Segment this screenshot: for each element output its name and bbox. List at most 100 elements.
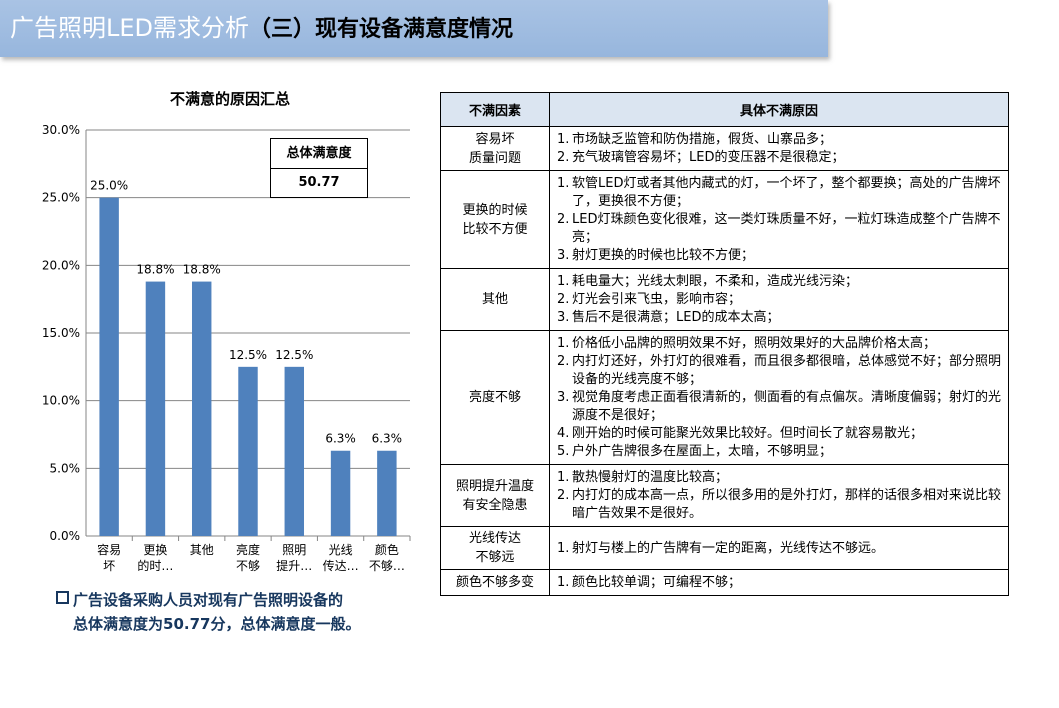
- page-title-main: 广告照明LED需求分析: [10, 14, 250, 42]
- x-tick-label: 颜色: [375, 542, 399, 557]
- detail-cell: 1. 散热慢射灯的温度比较高； 2. 内打灯的成本高一点，所以很多用的是外打灯，那样的…: [549, 464, 1009, 527]
- list-number: 2.: [557, 354, 570, 369]
- reasons-table: 不满因素 具体不满原因 容易坏 质量问题 1. 市场缺乏监管和防伪措施，假货、山寨品多…: [440, 92, 1009, 596]
- bar: [99, 197, 119, 536]
- detail-cell: 1. 价格低小品牌的照明效果不好，照明效果好的大品牌价格太高； 2. 内打灯还好，外打…: [549, 330, 1009, 465]
- list-item: 2. 内打灯还好，外打灯的很难看，而且很多都很暗，总体感觉不好；部分照明设备的光线…: [557, 353, 1004, 389]
- list-text: LED灯珠颜色变化很难，这一类灯珠质量不好，一粒灯珠造成整个广告牌不亮；: [572, 212, 1001, 245]
- list-text: 视觉角度考虑正面看很清新的，侧面看的有点偏灰。清晰度偏弱；射灯的光源度不是很好；: [572, 390, 1002, 423]
- list-item: 1. 散热慢射灯的温度比较高；: [557, 469, 1004, 487]
- list-number: 5.: [557, 444, 570, 459]
- conclusion-text: 广告设备采购人员对现有广告照明设备的 总体满意度为50.77分，总体满意度一般。: [56, 588, 416, 636]
- conclusion-line-2: 总体满意度为50.77分，总体满意度一般。: [73, 615, 361, 633]
- x-tick-label: 更换: [143, 543, 167, 557]
- table-row: 亮度不够 1. 价格低小品牌的照明效果不好，照明效果好的大品牌价格太高； 2. 内打灯还…: [440, 330, 1009, 465]
- table-row: 颜色不够多变 1. 颜色比较单调；可编程不够；: [440, 569, 1009, 596]
- detail-cell: 1. 射灯与楼上的广告牌有一定的距离，光线传达不够远。: [549, 526, 1009, 570]
- y-tick-label: 5.0%: [50, 461, 81, 475]
- chart-title: 不满意的原因汇总: [169, 90, 290, 108]
- list-number: 1.: [557, 336, 570, 351]
- list-text: 颜色比较单调；可编程不够；: [572, 575, 742, 590]
- header-cause: 不满因素: [440, 92, 550, 127]
- list-number: 1.: [557, 575, 570, 590]
- list-item: 1. 价格低小品牌的照明效果不好，照明效果好的大品牌价格太高；: [557, 335, 1004, 353]
- list-number: 3.: [557, 310, 570, 325]
- cause-cell: 照明提升温度 有安全隐患: [440, 464, 550, 527]
- list-text: 射灯更换的时候也比较不方便；: [572, 248, 755, 263]
- list-item: 1. 耗电量大；光线太刺眼，不柔和，造成光线污染；: [557, 273, 1004, 291]
- cause-text: 光线传达: [468, 531, 521, 546]
- x-tick-label: 提升…: [276, 558, 312, 573]
- list-item: 3. 售后不是很满意；LED的成本太高；: [557, 309, 1004, 327]
- list-item: 2. LED灯珠颜色变化很难，这一类灯珠质量不好，一粒灯珠造成整个广告牌不亮；: [557, 211, 1004, 247]
- cause-text: 颜色不够多变: [455, 575, 534, 590]
- list-text: 市场缺乏监管和防伪措施，假货、山寨品多；: [572, 132, 833, 147]
- x-tick-label: 其他: [190, 543, 214, 557]
- list-number: 3.: [557, 390, 570, 405]
- list-item: 2. 充气玻璃管容易坏；LED的变压器不是很稳定；: [557, 149, 1004, 167]
- list-text: 内打灯的成本高一点，所以很多用的是外打灯，那样的话很多相对来说比较暗广告效果不是…: [572, 488, 1002, 521]
- x-tick-label: 照明: [282, 543, 306, 557]
- list-item: 2. 灯光会引来飞虫，影响市容；: [557, 291, 1004, 309]
- table-row: 光线传达 不够远 1. 射灯与楼上的广告牌有一定的距离，光线传达不够远。: [440, 526, 1009, 570]
- y-tick-label: 15.0%: [42, 326, 80, 340]
- bar: [330, 450, 351, 536]
- summary-value: 50.77: [298, 175, 340, 190]
- detail-cell: 1. 耗电量大；光线太刺眼，不柔和，造成光线污染； 2. 灯光会引来飞虫，影响市容； 3…: [549, 268, 1009, 331]
- list-text: 散热慢射灯的温度比较高；: [572, 470, 729, 485]
- y-tick-label: 0.0%: [50, 529, 81, 543]
- header-detail: 具体不满原因: [549, 92, 1009, 127]
- cause-cell: 容易坏 质量问题: [440, 126, 550, 171]
- cause-cell: 其他: [440, 268, 550, 331]
- data-label: 6.3%: [372, 432, 403, 446]
- x-tick-label: 传达…: [323, 558, 359, 573]
- y-tick-label: 10.0%: [42, 394, 80, 408]
- cause-cell: 颜色不够多变: [440, 569, 550, 596]
- list-item: 5. 户外广告牌很多在屋面上，太暗，不够明显；: [557, 443, 1004, 461]
- list-text: 售后不是很满意；LED的成本太高；: [572, 310, 780, 325]
- list-item: 1. 软管LED灯或者其他内藏式的灯，一个坏了，整个都要换；高处的广告牌坏了，更换…: [557, 175, 1004, 211]
- detail-cell: 1. 颜色比较单调；可编程不够；: [549, 569, 1009, 596]
- data-label: 12.5%: [229, 348, 267, 362]
- summary-label: 总体满意度: [271, 139, 367, 169]
- cause-cell: 亮度不够: [440, 330, 550, 465]
- data-label: 12.5%: [275, 348, 313, 362]
- list-number: 1.: [557, 132, 570, 147]
- list-number: 2.: [557, 212, 570, 227]
- list-text: 刚开始的时候可能聚光效果比较好。但时间长了就容易散光；: [572, 426, 924, 441]
- list-number: 1.: [557, 470, 570, 485]
- y-tick-label: 20.0%: [42, 258, 80, 272]
- list-text: 充气玻璃管容易坏；LED的变压器不是很稳定；: [572, 150, 845, 165]
- data-label: 6.3%: [325, 432, 356, 446]
- detail-cell: 1. 市场缺乏监管和防伪措施，假货、山寨品多； 2. 充气玻璃管容易坏；LED的变压器…: [549, 126, 1009, 171]
- bar: [191, 281, 212, 536]
- x-tick-label: 不够…: [369, 559, 405, 573]
- cause-text: 更换的时候: [462, 202, 528, 218]
- cause-text: 照明提升温度: [455, 478, 534, 494]
- list-item: 1. 射灯与楼上的广告牌有一定的距离，光线传达不够远。: [557, 540, 1004, 558]
- bar: [284, 366, 305, 536]
- list-number: 1.: [557, 176, 570, 191]
- list-number: 3.: [557, 248, 570, 263]
- conclusion-line-1: 广告设备采购人员对现有广告照明设备的: [73, 591, 344, 609]
- table-row: 其他 1. 耗电量大；光线太刺眼，不柔和，造成光线污染； 2. 灯光会引来飞虫，影响市容…: [440, 268, 1009, 331]
- detail-cell: 1. 软管LED灯或者其他内藏式的灯，一个坏了，整个都要换；高处的广告牌坏了，更换…: [549, 170, 1009, 269]
- list-item: 1. 市场缺乏监管和防伪措施，假货、山寨品多；: [557, 131, 1004, 149]
- data-label: 25.0%: [90, 179, 128, 193]
- bar: [145, 281, 166, 536]
- list-text: 价格低小品牌的照明效果不好，照明效果好的大品牌价格太高；: [572, 336, 937, 351]
- list-item: 3. 视觉角度考虑正面看很清新的，侧面看的有点偏灰。清晰度偏弱；射灯的光源度不是很…: [557, 389, 1004, 425]
- x-tick-label: 容易: [97, 542, 121, 557]
- list-text: 射灯与楼上的广告牌有一定的距离，光线传达不够远。: [572, 540, 885, 556]
- cause-text: 容易坏: [475, 131, 515, 147]
- list-item: 2. 内打灯的成本高一点，所以很多用的是外打灯，那样的话很多相对来说比较暗广告效果…: [557, 487, 1004, 523]
- table-header-row: 不满因素 具体不满原因: [440, 92, 1009, 127]
- x-tick-label: 亮度: [236, 542, 260, 557]
- list-text: 内打灯还好，外打灯的很难看，而且很多都很暗，总体感觉不好；部分照明设备的光线亮度…: [572, 354, 1002, 387]
- summary-box: 总体满意度 50.77: [270, 138, 368, 198]
- table-row: 容易坏 质量问题 1. 市场缺乏监管和防伪措施，假货、山寨品多； 2. 充气玻璃管容易坏；…: [440, 126, 1009, 171]
- table-row: 更换的时候 比较不方便 1. 软管LED灯或者其他内藏式的灯，一个坏了，整个都要换；高…: [440, 170, 1009, 269]
- table-row: 照明提升温度 有安全隐患 1. 散热慢射灯的温度比较高； 2. 内打灯的成本高一点，所以很…: [440, 464, 1009, 527]
- y-tick-label: 30.0%: [42, 123, 80, 137]
- title-bar: 广告照明LED需求分析（三）现有设备满意度情况: [0, 0, 828, 57]
